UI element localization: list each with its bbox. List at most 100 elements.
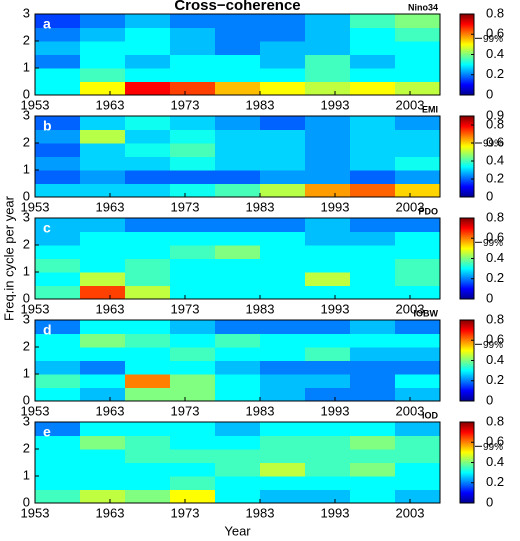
heat-cell [395,27,441,42]
colorbar-tick-label: 0.8 [486,5,504,20]
index-name: IOBW [414,308,439,318]
heat-cell [305,81,351,96]
heat-cell [305,360,351,375]
heat-cell [170,156,216,171]
heat-cell [305,489,351,504]
y-tick-label: 3 [23,107,30,122]
heat-cell [170,143,216,157]
x-tick-label: 1953 [21,505,50,520]
heat-cell [125,81,171,96]
panel-label: d [43,322,52,338]
heat-cell [170,170,216,184]
x-tick-label: 1963 [96,199,125,214]
index-name: Nino34 [408,2,438,12]
heat-cell [170,129,216,144]
heat-cell [305,449,351,463]
heat-cell [350,422,396,436]
heat-cell [260,422,306,436]
heat-cell [170,14,216,28]
heat-cell [125,68,171,82]
y-tick-label: 2 [23,236,30,251]
heat-cell [350,333,396,348]
heat-cell [260,435,306,450]
heat-cell [125,170,171,184]
heat-cell [80,272,126,286]
heat-cell [170,54,216,69]
heat-cell [350,272,396,286]
heat-cell [395,156,441,171]
heat-cell [80,218,126,232]
heat-cell [305,258,351,273]
significance-label: 99% [483,238,503,249]
heat-cell [395,449,441,463]
x-tick-label: 2003 [396,505,425,520]
heat-cell [395,218,441,232]
heat-cell [170,285,216,300]
colorbar-tick-label: 0.8 [486,311,504,326]
x-tick-label: 1963 [96,505,125,520]
plot-frame [34,421,441,504]
heat-cell [170,231,216,246]
x-tick-label: 2003 [396,403,425,418]
heat-cell [80,422,126,436]
y-tick-label: 3 [23,413,30,428]
heat-cell [80,156,126,171]
heat-cell [260,449,306,463]
panel-label: e [43,424,51,440]
heat-cell [125,231,171,246]
heat-cell [305,422,351,436]
heat-cell [260,156,306,171]
heat-cell [260,41,306,55]
heat-cell [215,374,261,388]
heat-cell [260,285,306,300]
heat-cell [125,116,171,130]
heat-cell [125,258,171,273]
heat-cell [35,68,81,82]
heat-cell [80,258,126,273]
heat-cell [170,245,216,259]
heat-cell [80,27,126,42]
y-tick-label: 2 [23,134,30,149]
heat-cell [305,347,351,361]
heat-cell [395,183,441,198]
heat-cell [260,476,306,490]
heat-cell [350,285,396,300]
x-tick-label: 1993 [321,505,350,520]
heat-cell [215,272,261,286]
heat-cell [215,387,261,402]
heat-cell [260,54,306,69]
y-tick-label: 0 [23,494,30,509]
heat-cell [170,476,216,490]
heat-cell [395,116,441,130]
significance-label: 99% [483,139,503,150]
heat-cell [215,170,261,184]
y-axis-label: Freq.in cycle per year [1,195,16,321]
heat-cell [215,320,261,334]
colorbar-tick-label: 0.6 [486,230,504,245]
heat-cell [395,68,441,82]
heat-cell [260,129,306,144]
heat-cell [170,462,216,477]
heat-cell [350,81,396,96]
heat-cell [215,14,261,28]
heat-cell [125,320,171,334]
heat-cell [215,435,261,450]
heat-cell [395,170,441,184]
heat-cell [260,333,306,348]
heat-cell [35,387,81,402]
heat-cell [350,143,396,157]
heat-cell [260,258,306,273]
colorbar [459,115,475,198]
y-tick-label: 3 [23,209,30,224]
heat-cell [125,41,171,55]
x-tick-label: 1983 [246,199,275,214]
heat-cell [125,14,171,28]
heat-cell [80,41,126,55]
heat-cell [350,116,396,130]
x-tick-label: 2003 [396,97,425,112]
heat-cell [395,41,441,55]
heat-cell [80,116,126,130]
heat-cell [125,387,171,402]
heat-cell [170,27,216,42]
